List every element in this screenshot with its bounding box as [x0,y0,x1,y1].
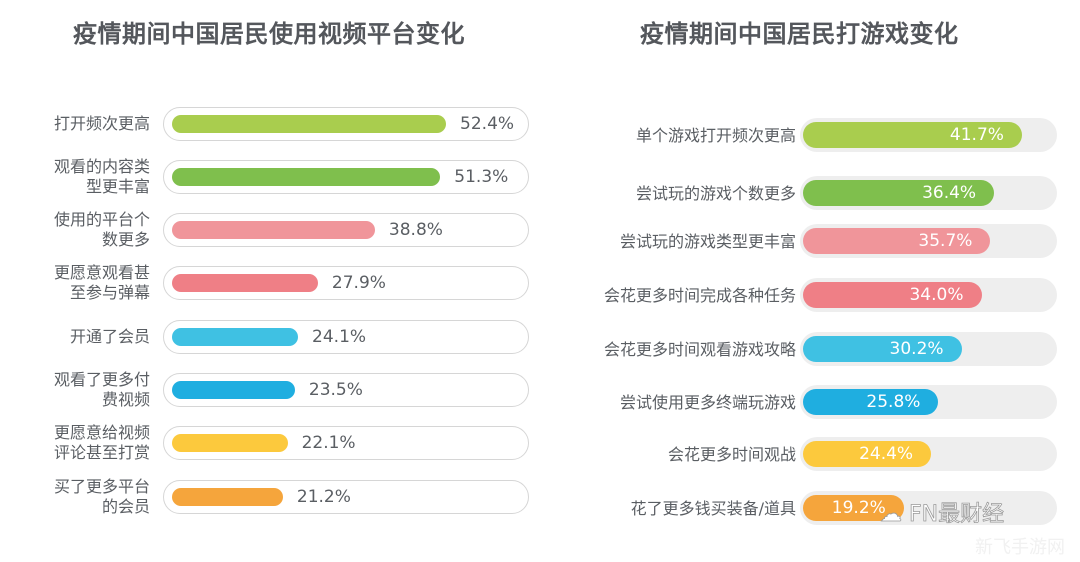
value-label: 36.4% [922,183,977,203]
value-label: 19.2% [831,498,886,518]
category-label: 使用的平台个 数更多 [53,210,150,249]
value-label: 35.7% [918,231,973,251]
category-label: 会花更多时间完成各种任务 [603,286,796,305]
category-label: 尝试使用更多终端玩游戏 [619,393,796,412]
bar [803,282,982,308]
value-label: 27.9% [331,273,386,293]
bar-track [163,266,529,300]
value-label: 21.2% [296,487,351,507]
value-label: 22.1% [301,433,356,453]
value-label: 30.2% [889,339,944,359]
value-label: 24.4% [859,444,914,464]
watermark-sub: 新飞手游网 [975,537,1065,558]
category-label: 更愿意给视频 评论甚至打赏 [53,423,150,462]
value-label: 52.4% [460,114,515,134]
wechat-icon: ☁ [880,502,903,528]
value-label: 23.5% [308,380,363,400]
bar [172,115,447,133]
bar [172,221,375,239]
bar [172,328,299,346]
category-label: 开通了会员 [69,327,150,346]
bar [803,228,991,254]
bar [803,389,939,415]
category-label: 尝试玩的游戏个数更多 [635,184,796,203]
category-label: 会花更多时间观战 [667,445,796,464]
category-label: 打开频次更高 [53,114,150,133]
category-label: 会花更多时间观看游戏攻略 [603,340,796,359]
watermark: ☁ FN最财经 [880,496,1005,528]
category-label: 更愿意观看甚 至参与弹幕 [53,263,150,302]
category-label: 尝试玩的游戏类型更丰富 [619,232,796,251]
chart-title-video: 疫情期间中国居民使用视频平台变化 [73,20,465,48]
bar [803,495,904,521]
value-label: 41.7% [949,125,1004,145]
category-label: 观看了更多付 费视频 [53,370,150,409]
value-label: 25.8% [866,392,921,412]
bar [172,168,441,186]
category-label: 花了更多钱买装备/道具 [630,499,796,518]
bar [803,336,962,362]
bar [172,488,283,506]
category-label: 买了更多平台 的会员 [53,477,150,516]
value-label: 34.0% [909,285,964,305]
value-label: 38.8% [388,220,443,240]
chart-title-gaming: 疫情期间中国居民打游戏变化 [640,20,959,48]
category-label: 观看的内容类 型更丰富 [53,157,150,196]
bar [172,381,295,399]
bar [803,122,1022,148]
watermark-text: FN最财经 [909,502,1005,528]
value-label: 51.3% [454,167,509,187]
bar [803,180,995,206]
category-label: 单个游戏打开频次更高 [635,126,796,145]
bar [172,434,288,452]
value-label: 24.1% [312,327,367,347]
bar [172,274,318,292]
bar [803,441,932,467]
